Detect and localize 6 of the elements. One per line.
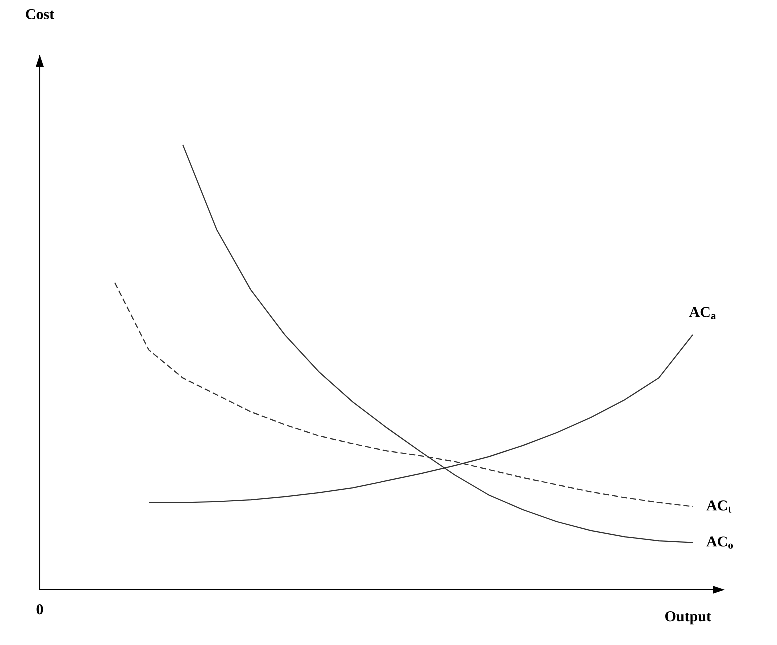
series-label: AC$_{t}$ [706, 500, 732, 513]
text: Cost [26, 9, 55, 20]
series-label: AC$_{o}$ [706, 536, 734, 549]
series-label: AC$_{a}$ [689, 307, 716, 320]
x-axis-title: Output [666, 612, 712, 625]
text: 0 [36, 604, 44, 615]
